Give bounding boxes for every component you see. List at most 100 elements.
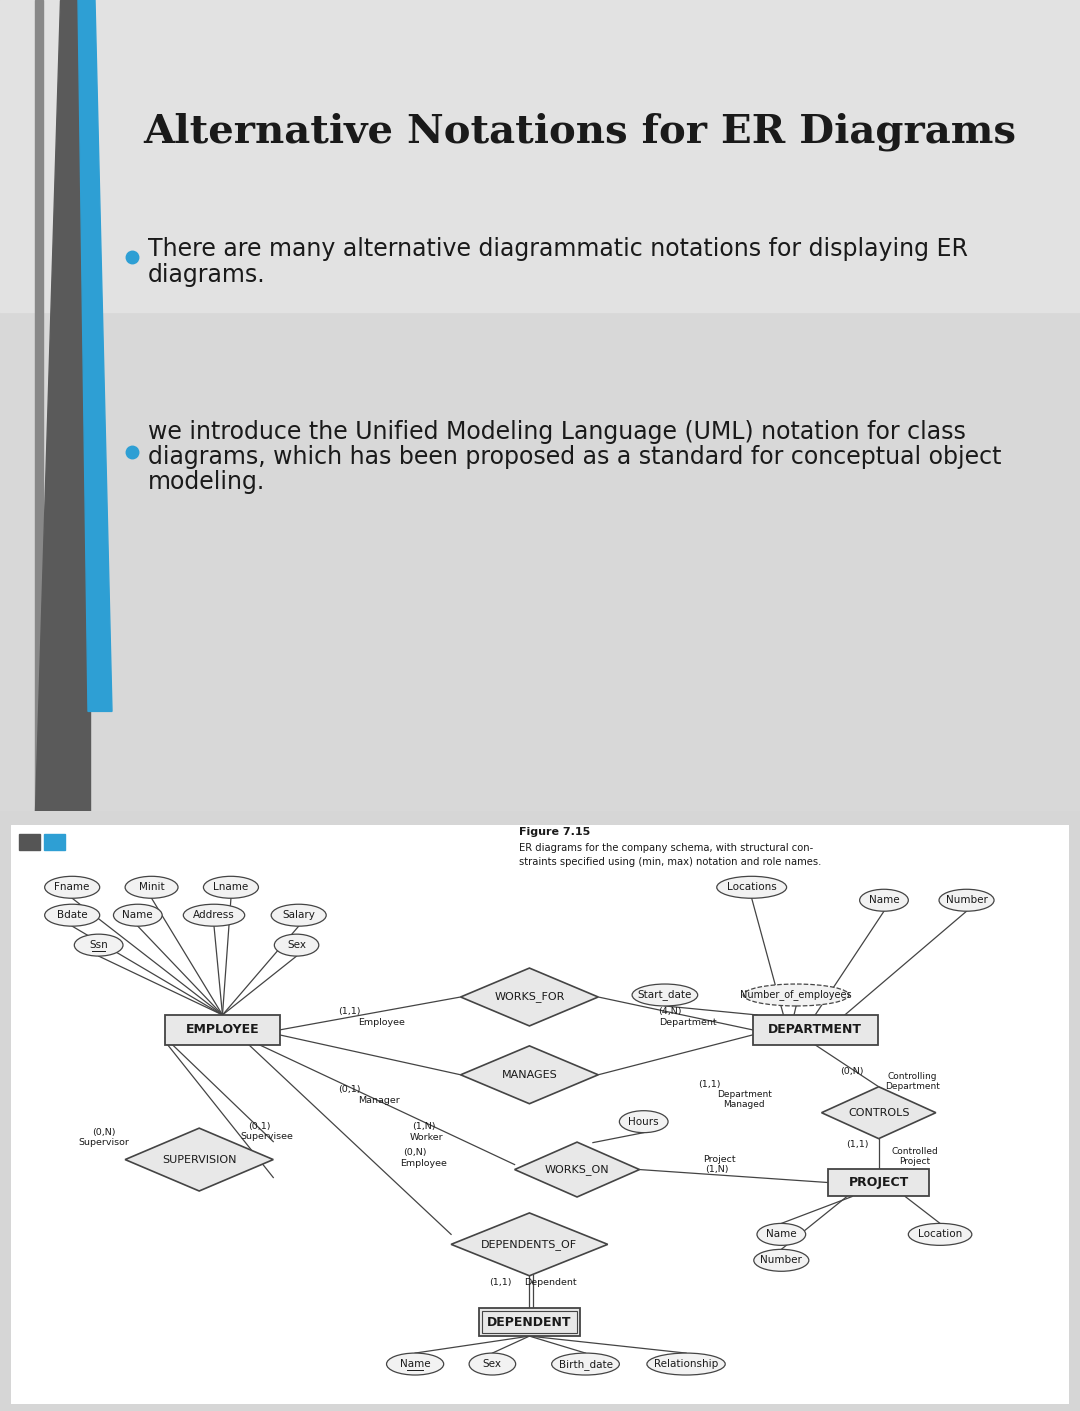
- Polygon shape: [822, 1086, 936, 1139]
- Bar: [19, 834, 40, 851]
- Text: diagrams, which has been proposed as a standard for conceptual object: diagrams, which has been proposed as a s…: [148, 444, 1001, 468]
- Text: Alternative Notations for ER Diagrams: Alternative Notations for ER Diagrams: [144, 113, 1016, 151]
- Polygon shape: [514, 1141, 639, 1197]
- Ellipse shape: [274, 934, 319, 957]
- Ellipse shape: [271, 904, 326, 926]
- Text: Hours: Hours: [629, 1116, 659, 1126]
- Text: Birth_date: Birth_date: [558, 1359, 612, 1370]
- Text: Address: Address: [193, 910, 234, 920]
- Bar: [0, 0, 1080, 312]
- Ellipse shape: [908, 1223, 972, 1246]
- Text: Name: Name: [122, 910, 153, 920]
- Text: modeling.: modeling.: [148, 470, 266, 494]
- Text: Managed: Managed: [724, 1101, 765, 1109]
- Text: (4,N): (4,N): [659, 1007, 681, 1016]
- Text: (1,1): (1,1): [847, 1140, 868, 1149]
- Ellipse shape: [44, 876, 99, 899]
- Ellipse shape: [757, 1223, 806, 1246]
- Text: (1,1): (1,1): [698, 1081, 720, 1089]
- Polygon shape: [125, 1129, 273, 1191]
- Text: (1,N): (1,N): [411, 1122, 435, 1132]
- Text: (0,N): (0,N): [403, 1149, 427, 1157]
- Ellipse shape: [113, 904, 162, 926]
- Ellipse shape: [647, 1353, 726, 1374]
- Ellipse shape: [203, 876, 258, 899]
- Text: (1,1): (1,1): [489, 1278, 512, 1287]
- Text: Project: Project: [703, 1156, 737, 1164]
- Ellipse shape: [860, 889, 908, 912]
- Text: Number: Number: [946, 895, 987, 906]
- Text: Ssn: Ssn: [90, 940, 108, 950]
- Text: Location: Location: [918, 1229, 962, 1239]
- Text: WORKS_ON: WORKS_ON: [544, 1164, 609, 1175]
- Text: (0,N): (0,N): [92, 1129, 116, 1137]
- Polygon shape: [78, 0, 112, 711]
- Text: Employee: Employee: [357, 1019, 405, 1027]
- Text: Supervisor: Supervisor: [79, 1139, 130, 1147]
- Text: Worker: Worker: [410, 1133, 444, 1141]
- Text: DEPENDENT: DEPENDENT: [487, 1315, 571, 1329]
- Text: Name: Name: [400, 1359, 431, 1369]
- Text: Department: Department: [886, 1082, 940, 1091]
- Text: Salary: Salary: [282, 910, 315, 920]
- Text: Employee: Employee: [400, 1158, 447, 1168]
- Text: CONTROLS: CONTROLS: [848, 1108, 909, 1118]
- Ellipse shape: [717, 876, 786, 899]
- Polygon shape: [451, 1213, 608, 1276]
- Ellipse shape: [184, 904, 245, 926]
- Polygon shape: [35, 0, 90, 811]
- Text: Name: Name: [868, 895, 900, 906]
- Ellipse shape: [754, 1249, 809, 1271]
- Ellipse shape: [44, 904, 99, 926]
- Text: Controlled: Controlled: [891, 1147, 939, 1156]
- Text: Figure 7.15: Figure 7.15: [518, 827, 590, 837]
- Ellipse shape: [125, 876, 178, 899]
- Ellipse shape: [743, 983, 849, 1006]
- Bar: [478, 1308, 580, 1336]
- Bar: [165, 1015, 280, 1046]
- Text: Locations: Locations: [727, 882, 777, 892]
- Text: DEPARTMENT: DEPARTMENT: [768, 1023, 862, 1037]
- Text: (0,1): (0,1): [248, 1122, 271, 1132]
- Text: Department: Department: [717, 1091, 772, 1099]
- Text: Name: Name: [766, 1229, 797, 1239]
- Text: EMPLOYEE: EMPLOYEE: [186, 1023, 259, 1037]
- Ellipse shape: [632, 983, 698, 1006]
- Text: DEPENDENTS_OF: DEPENDENTS_OF: [482, 1239, 578, 1250]
- Text: PROJECT: PROJECT: [849, 1175, 908, 1189]
- Bar: [482, 1311, 577, 1333]
- Text: ER diagrams for the company schema, with structural con-
straints specified usin: ER diagrams for the company schema, with…: [518, 844, 821, 866]
- Bar: [43, 834, 65, 851]
- Ellipse shape: [939, 889, 994, 912]
- Text: SUPERVISION: SUPERVISION: [162, 1154, 237, 1164]
- Text: (1,1): (1,1): [338, 1007, 361, 1016]
- Text: Sex: Sex: [483, 1359, 502, 1369]
- Text: Supervisee: Supervisee: [241, 1132, 294, 1141]
- Polygon shape: [461, 968, 598, 1026]
- Text: Controlling: Controlling: [888, 1072, 937, 1081]
- Text: MANAGES: MANAGES: [501, 1070, 557, 1079]
- Ellipse shape: [619, 1110, 669, 1133]
- Text: Start_date: Start_date: [637, 989, 692, 1000]
- Text: Number_of_employees: Number_of_employees: [740, 989, 852, 1000]
- Text: Lname: Lname: [214, 882, 248, 892]
- Text: Number: Number: [760, 1256, 802, 1266]
- Polygon shape: [461, 1046, 598, 1103]
- Ellipse shape: [75, 934, 123, 957]
- Text: (0,1): (0,1): [338, 1085, 361, 1095]
- Bar: [828, 1168, 930, 1197]
- Text: Sex: Sex: [287, 940, 306, 950]
- Text: Dependent: Dependent: [524, 1278, 577, 1287]
- Text: we introduce the Unified Modeling Language (UML) notation for class: we introduce the Unified Modeling Langua…: [148, 419, 966, 443]
- Text: (0,N): (0,N): [840, 1067, 864, 1077]
- Bar: [35, 0, 43, 811]
- Ellipse shape: [469, 1353, 515, 1374]
- Text: Department: Department: [660, 1019, 717, 1027]
- Text: diagrams.: diagrams.: [148, 262, 266, 286]
- Text: There are many alternative diagrammatic notations for displaying ER: There are many alternative diagrammatic …: [148, 237, 968, 261]
- Ellipse shape: [552, 1353, 619, 1374]
- Text: Manager: Manager: [359, 1096, 400, 1105]
- Text: Fname: Fname: [54, 882, 90, 892]
- Text: Bdate: Bdate: [57, 910, 87, 920]
- Text: (1,N): (1,N): [705, 1165, 729, 1174]
